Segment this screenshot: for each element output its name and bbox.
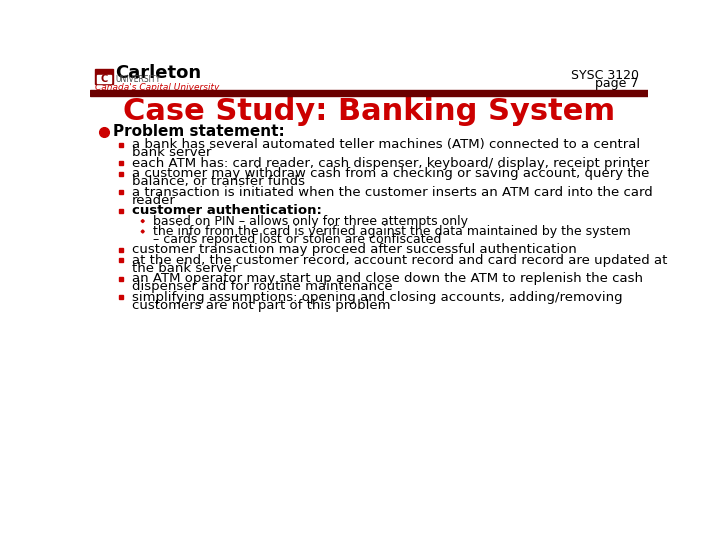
- Text: bank server: bank server: [132, 146, 211, 159]
- Text: balance, or transfer funds: balance, or transfer funds: [132, 176, 305, 188]
- Bar: [119, 295, 123, 299]
- Text: Carleton: Carleton: [116, 64, 202, 82]
- Polygon shape: [141, 230, 144, 233]
- Text: dispenser and for routine maintenance: dispenser and for routine maintenance: [132, 280, 392, 293]
- Bar: [90, 90, 648, 96]
- Bar: [119, 259, 123, 262]
- Text: customer transaction may proceed after successful authentication: customer transaction may proceed after s…: [132, 244, 577, 256]
- Text: based on PIN – allows only for three attempts only: based on PIN – allows only for three att…: [153, 214, 468, 228]
- Text: at the end, the customer record, account record and card record are updated at: at the end, the customer record, account…: [132, 254, 667, 267]
- Text: – cards reported lost or stolen are confiscated: – cards reported lost or stolen are conf…: [153, 233, 441, 246]
- Bar: [119, 172, 123, 176]
- Bar: [119, 277, 123, 281]
- Text: a customer may withdraw cash from a checking or saving account, query the: a customer may withdraw cash from a chec…: [132, 167, 649, 180]
- Bar: [119, 248, 123, 252]
- Text: Canada's Capital University: Canada's Capital University: [96, 83, 220, 92]
- Bar: [97, 75, 111, 83]
- Bar: [119, 143, 123, 147]
- Bar: [94, 69, 113, 84]
- Text: a transaction is initiated when the customer inserts an ATM card into the card: a transaction is initiated when the cust…: [132, 186, 652, 199]
- Bar: [119, 209, 123, 213]
- Text: Case Study: Banking System: Case Study: Banking System: [123, 97, 615, 125]
- Text: a bank has several automated teller machines (ATM) connected to a central: a bank has several automated teller mach…: [132, 138, 640, 151]
- Text: UNIVERSITY: UNIVERSITY: [116, 75, 161, 84]
- Text: SYSC 3120: SYSC 3120: [571, 70, 639, 83]
- Text: C: C: [100, 73, 107, 84]
- Text: customers are not part of this problem: customers are not part of this problem: [132, 299, 390, 312]
- Text: page 7: page 7: [595, 77, 639, 90]
- Bar: [119, 190, 123, 194]
- Bar: [119, 161, 123, 165]
- Text: simplifying assumptions: opening and closing accounts, adding/removing: simplifying assumptions: opening and clo…: [132, 291, 623, 304]
- Polygon shape: [141, 220, 144, 222]
- Text: the info from the card is verified against the data maintained by the system: the info from the card is verified again…: [153, 225, 631, 238]
- Text: reader: reader: [132, 194, 176, 207]
- Text: Problem statement:: Problem statement:: [113, 124, 285, 139]
- Text: the bank server: the bank server: [132, 262, 238, 275]
- Text: each ATM has: card reader, cash dispenser, keyboard/ display, receipt printer: each ATM has: card reader, cash dispense…: [132, 157, 649, 170]
- Text: customer authentication:: customer authentication:: [132, 204, 322, 217]
- Text: an ATM operator may start up and close down the ATM to replenish the cash: an ATM operator may start up and close d…: [132, 272, 643, 285]
